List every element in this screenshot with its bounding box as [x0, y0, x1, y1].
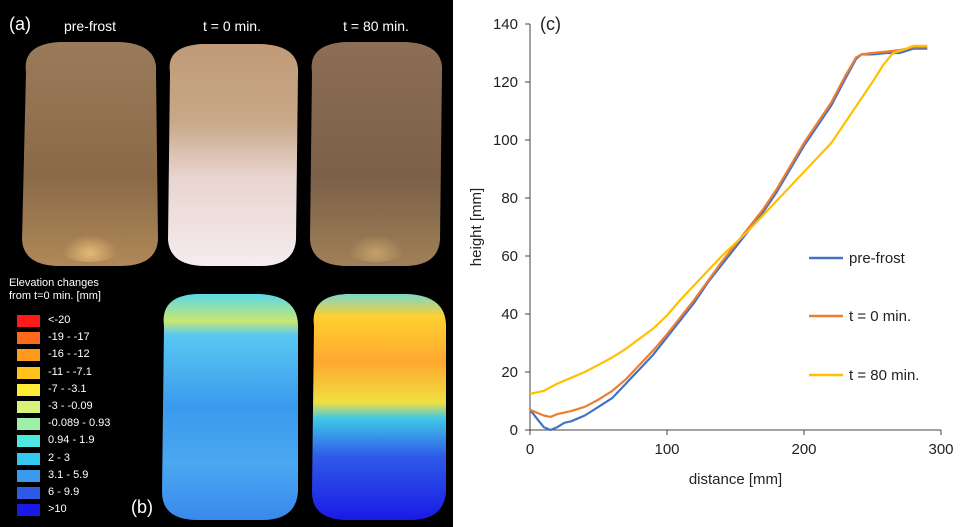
legend-swatch [17, 383, 40, 396]
legend-swatch [17, 400, 40, 413]
x-axis-label: distance [mm] [689, 471, 782, 488]
legend-label: 0.94 - 1.9 [48, 434, 95, 447]
series-line [529, 46, 928, 418]
y-tick-label: 100 [493, 132, 518, 149]
legend-entry: t = 80 min. [849, 367, 919, 384]
specimen-images [22, 42, 446, 520]
y-tick-label: 140 [493, 16, 518, 33]
x-tick-label: 0 [526, 441, 534, 458]
title-t80: t = 80 min. [343, 18, 409, 34]
legend-label: 3.1 - 5.9 [48, 468, 89, 481]
legend-entry: t = 0 min. [849, 308, 911, 325]
x-tick-label: 100 [654, 441, 679, 458]
y-tick-label: 20 [501, 364, 518, 381]
title-pre-frost: pre-frost [63, 18, 117, 34]
y-tick-label: 40 [501, 306, 518, 323]
elevation-map-t0 [162, 294, 298, 520]
title-t0: t = 0 min. [203, 18, 261, 34]
legend-entry: pre-frost [849, 250, 906, 267]
legend-title-line2: from t=0 min. [mm] [9, 290, 101, 302]
legend-swatch [17, 504, 40, 517]
y-tick-label: 0 [510, 422, 518, 439]
legend-label: 6 - 9.9 [48, 485, 80, 498]
legend-swatch [17, 435, 40, 448]
specimen-t80 [310, 42, 443, 266]
specimen-t0 [168, 44, 299, 266]
series-line [529, 44, 928, 395]
legend-title: Elevation changes from t=0 min. [mm] [9, 277, 179, 303]
panel-c-label: (c) [540, 14, 561, 34]
y-tick-label: 120 [493, 74, 518, 91]
legend-label: 2 - 3 [48, 451, 71, 464]
legend-label: -19 - -17 [48, 331, 90, 344]
map-panel: (a) pre-frost t = 0 min. t = 80 min. Ele… [0, 0, 453, 527]
elevation-map-t80 [312, 294, 446, 520]
x-tick-label: 200 [791, 441, 816, 458]
height-profile-chart: 0 100 200 300 0 20 40 60 80 100 120 140 distance [mm… [468, 14, 954, 488]
legend-label: <-20 [48, 314, 71, 326]
legend-swatch [17, 349, 40, 362]
legend-swatch [17, 418, 40, 431]
legend-swatch [17, 452, 40, 465]
legend-swatch [17, 332, 40, 345]
legend-label: -11 - -7.1 [48, 365, 92, 378]
legend-label: -16 - -12 [48, 348, 90, 361]
legend-swatch [17, 315, 40, 327]
legend-label: -7 - -3.1 [48, 382, 87, 395]
y-axis-label: height [mm] [468, 188, 485, 266]
legend-swatch [17, 366, 40, 379]
specimen-pre-frost [22, 42, 158, 266]
y-tick-label: 80 [501, 190, 518, 207]
panel-b-label: (b) [131, 497, 153, 517]
y-tick-label: 60 [501, 248, 518, 265]
legend-title-line1: Elevation changes [9, 277, 99, 289]
legend-swatch [17, 469, 40, 482]
legend-swatch [17, 486, 40, 499]
panel-a-label: (a) [9, 14, 31, 34]
legend-label: -3 - -0.09 [48, 399, 93, 412]
legend-label: >10 [48, 503, 67, 516]
legend-label: -0.089 - 0.93 [48, 417, 111, 430]
x-tick-label: 300 [928, 441, 953, 458]
